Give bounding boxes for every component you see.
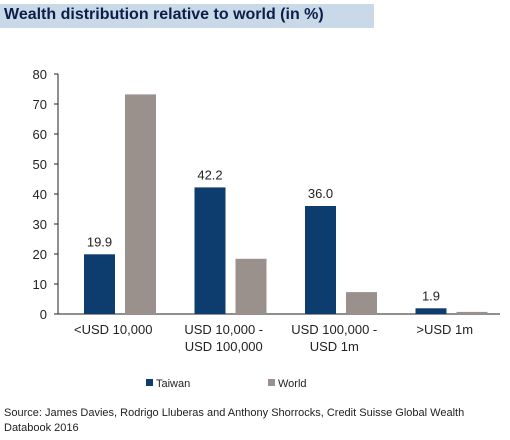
source-note: Source: James Davies, Rodrigo Lluberas a… bbox=[4, 407, 465, 434]
y-tick-label: 0 bbox=[40, 307, 47, 322]
bar-world bbox=[346, 292, 377, 314]
y-tick-label: 60 bbox=[33, 127, 47, 142]
chart-title: Wealth distribution relative to world (i… bbox=[4, 6, 324, 23]
title-highlight: Wealth distribution relative to world (i… bbox=[0, 4, 374, 28]
y-tick-label: 70 bbox=[33, 97, 47, 112]
bar-world bbox=[125, 94, 156, 315]
x-tick-label: >USD 1m bbox=[416, 322, 473, 337]
x-tick-label: USD 100,000 bbox=[185, 339, 263, 354]
bar-world bbox=[456, 311, 488, 314]
x-tick-label: <USD 10,000 bbox=[74, 322, 152, 337]
data-label: 1.9 bbox=[422, 288, 440, 303]
bar-world bbox=[235, 258, 267, 314]
legend-swatch-taiwan bbox=[146, 379, 153, 386]
data-label: 42.2 bbox=[197, 167, 222, 182]
y-tick-label: 40 bbox=[33, 187, 47, 202]
bar-chart: 0 10 20 30 40 50 60 70 80 19.9 <USD 10,000 42.2 USD … bbox=[33, 67, 500, 390]
y-tick-label: 10 bbox=[33, 277, 47, 292]
bar-taiwan bbox=[305, 206, 336, 314]
y-tick-label: 20 bbox=[33, 247, 47, 262]
y-tick-label: 30 bbox=[33, 217, 47, 232]
data-label: 19.9 bbox=[87, 234, 112, 249]
x-tick-label: USD 100,000 - bbox=[291, 322, 377, 337]
y-tick-label: 80 bbox=[33, 67, 47, 82]
legend-label-world: World bbox=[278, 378, 307, 390]
data-label: 36.0 bbox=[308, 186, 333, 201]
bar-taiwan bbox=[84, 254, 115, 314]
y-tick-label: 50 bbox=[33, 157, 47, 172]
x-tick-label: USD 10,000 - bbox=[184, 322, 263, 337]
legend-swatch-world bbox=[268, 379, 275, 386]
legend-label-taiwan: Taiwan bbox=[156, 378, 190, 390]
x-tick-label: USD 1m bbox=[310, 339, 359, 354]
bar-taiwan bbox=[415, 308, 447, 314]
bar-taiwan bbox=[194, 187, 226, 314]
